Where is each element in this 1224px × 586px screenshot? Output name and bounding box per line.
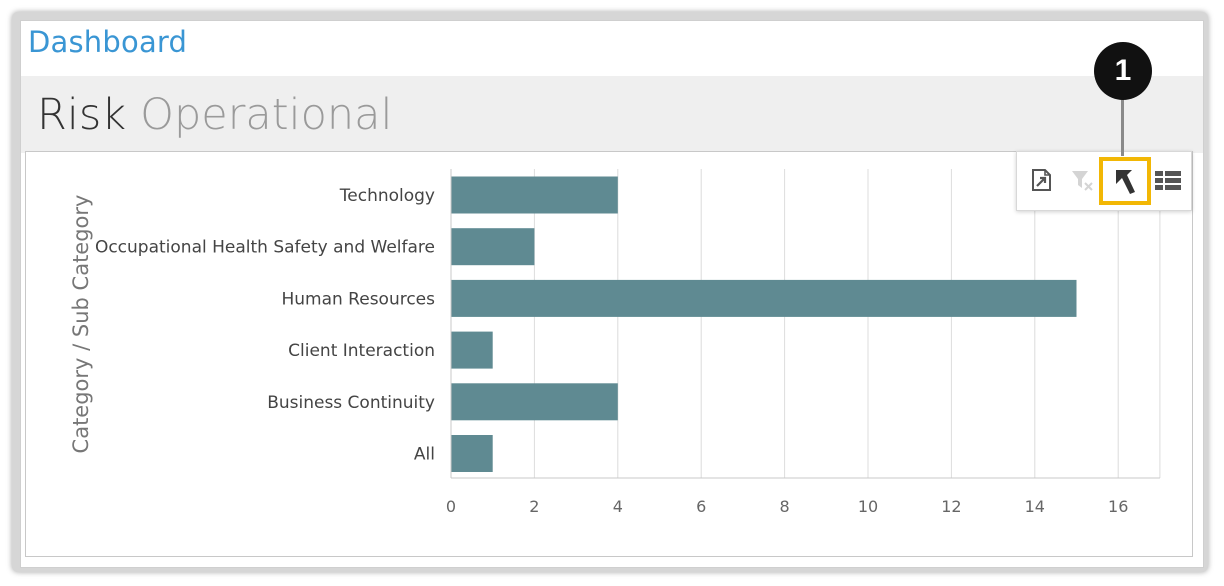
table-view-button[interactable] [1151, 162, 1185, 198]
x-tick-label: 0 [446, 497, 456, 516]
callout-pointer [1121, 96, 1124, 156]
clear-filter-button[interactable] [1065, 162, 1099, 198]
category-label: All [414, 445, 435, 465]
drill-up-button[interactable] [1099, 157, 1151, 205]
x-tick-label: 14 [1025, 497, 1045, 516]
table-view-icon [1155, 171, 1181, 190]
export-button[interactable] [1025, 162, 1059, 198]
page-title: Risk Operational [37, 88, 392, 142]
category-label: Human Resources [281, 289, 435, 309]
bar-chart[interactable]: Technology Occupational Health Safety and… [26, 152, 1192, 556]
x-tick-label: 2 [529, 497, 539, 516]
category-label: Business Continuity [267, 393, 435, 413]
x-tick-label: 10 [858, 497, 878, 516]
bar-technology[interactable] [451, 176, 618, 214]
grid-lines [533, 169, 1161, 478]
chart-toolbar [1016, 151, 1192, 211]
drill-up-icon [1116, 170, 1135, 194]
bar-business-continuity[interactable] [451, 383, 618, 421]
y-axis-title: Category / Sub Category [69, 195, 93, 454]
x-tick-label: 6 [696, 497, 706, 516]
category-labels: Technology Occupational Health Safety and… [95, 186, 435, 465]
category-label: Occupational Health Safety and Welfare [95, 238, 435, 258]
axes [450, 169, 1160, 479]
bars [451, 176, 1077, 472]
x-tick-label: 8 [780, 497, 790, 516]
bar-all[interactable] [451, 435, 493, 472]
page-title-sub: Operational [140, 90, 393, 140]
page-title-main: Risk [37, 90, 127, 140]
x-tick-label: 4 [613, 497, 623, 516]
dashboard-window: Dashboard Risk Operational Technology Occu… [20, 20, 1204, 568]
callout-number-badge: 1 [1094, 42, 1152, 100]
category-label: Technology [339, 186, 435, 206]
x-tick-label: 16 [1108, 497, 1128, 516]
category-label: Client Interaction [288, 341, 435, 361]
export-icon [1032, 169, 1051, 191]
chart-panel: Technology Occupational Health Safety and… [25, 151, 1193, 557]
bar-human-resources[interactable] [451, 279, 1077, 317]
x-tick-label: 12 [941, 497, 961, 516]
bar-occupational-health-safety-and-welfare[interactable] [451, 228, 535, 266]
app-title[interactable]: Dashboard [28, 25, 188, 59]
clear-filter-icon [1072, 171, 1093, 191]
bar-client-interaction[interactable] [451, 331, 493, 369]
page-header: Risk Operational [21, 76, 1203, 153]
x-tick-labels: 0 2 4 6 8 10 12 14 16 [446, 497, 1128, 516]
